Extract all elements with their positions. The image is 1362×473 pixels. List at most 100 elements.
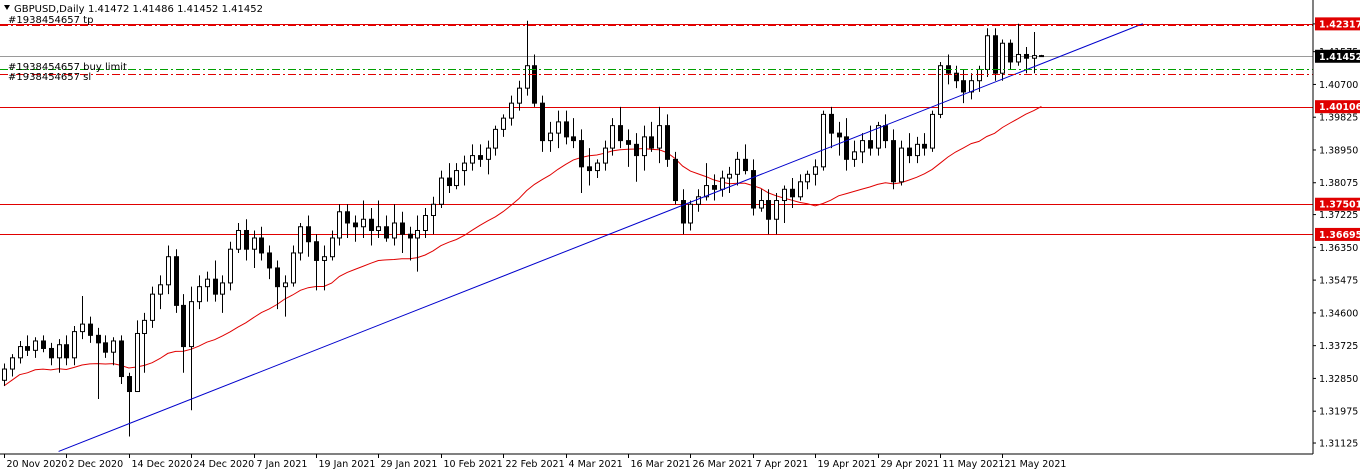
candle xyxy=(267,245,272,280)
candle-body-down xyxy=(649,136,654,149)
candle-body-down xyxy=(883,125,888,142)
candle xyxy=(961,69,966,104)
candle-body-down xyxy=(213,278,218,295)
candle-body-up xyxy=(111,340,116,353)
candle-body-up xyxy=(376,226,381,231)
candle xyxy=(930,110,935,152)
candle xyxy=(642,125,647,171)
candle xyxy=(103,335,108,358)
candle-body-up xyxy=(80,323,85,333)
candle-body-down xyxy=(306,226,311,243)
candle xyxy=(673,151,678,205)
candle xyxy=(2,363,7,386)
y-tick-label: 1.31125 xyxy=(1319,439,1358,450)
candle xyxy=(782,185,787,224)
candle-body-down xyxy=(103,342,108,353)
candle xyxy=(852,140,857,167)
y-tick-label: 1.35475 xyxy=(1319,276,1358,287)
candle-body-up xyxy=(805,173,810,183)
candle-body-up xyxy=(150,293,155,321)
candle xyxy=(244,219,249,261)
y-tick-label: 1.37225 xyxy=(1319,210,1358,221)
candle xyxy=(213,260,218,302)
candle-body-down xyxy=(88,323,93,336)
level-tag-1-label: 1.40106 xyxy=(1319,102,1362,113)
candle-body-up xyxy=(291,252,296,284)
candle xyxy=(174,249,179,313)
candle-body-down xyxy=(532,65,537,104)
candle xyxy=(501,114,506,137)
x-tick-label: 10 Feb 2021 xyxy=(444,459,503,470)
candle xyxy=(915,136,920,164)
y-tick-label: 1.38075 xyxy=(1319,178,1358,189)
candle xyxy=(275,260,280,310)
candle-body-up xyxy=(657,125,662,149)
candle-body-up xyxy=(930,113,935,149)
candle-body-up xyxy=(283,282,288,288)
level-lines xyxy=(0,24,1313,235)
candle xyxy=(813,159,818,186)
candle xyxy=(454,163,459,190)
candle xyxy=(470,144,475,171)
candle xyxy=(252,230,257,268)
x-tick-label: 26 Mar 2021 xyxy=(693,459,753,470)
ohlc-label: 1.41472 1.41486 1.41452 1.41452 xyxy=(88,4,263,15)
candle-body-down xyxy=(540,102,545,142)
candle xyxy=(439,170,444,209)
candle xyxy=(228,241,233,291)
y-tick-label: 1.31975 xyxy=(1319,407,1358,418)
candle xyxy=(361,200,366,238)
level-tag-2-label: 1.37501 xyxy=(1319,200,1362,211)
candle-body-down xyxy=(618,125,623,142)
ascending-trendline xyxy=(58,23,1143,452)
candle xyxy=(322,245,327,291)
candle xyxy=(392,204,397,246)
candle-body-up xyxy=(899,147,904,183)
candle-body-up xyxy=(462,162,467,172)
candle xyxy=(41,335,46,353)
candle-body-up xyxy=(704,185,709,198)
candle xyxy=(189,286,194,411)
candle-body-up xyxy=(470,155,475,164)
candle xyxy=(712,174,717,201)
candle xyxy=(369,208,374,246)
moving-average xyxy=(3,106,1042,387)
candle xyxy=(447,163,452,194)
candle-body-up xyxy=(423,215,428,231)
candle xyxy=(821,110,826,171)
candle-body-down xyxy=(408,233,413,239)
candle-body-down xyxy=(766,200,771,220)
x-tick-label: 29 Jan 2021 xyxy=(381,459,438,470)
candle-body-down xyxy=(673,158,678,202)
y-tick-label: 1.39825 xyxy=(1319,113,1358,124)
candle xyxy=(564,110,569,145)
candles xyxy=(2,20,1044,437)
chart-menu-icon[interactable] xyxy=(4,5,10,10)
candle-body-up xyxy=(915,143,920,157)
candle xyxy=(805,170,810,190)
candle xyxy=(205,271,210,302)
candle-body-down xyxy=(868,140,873,149)
candle xyxy=(759,189,764,212)
candle-body-up xyxy=(454,170,459,187)
candle xyxy=(727,166,732,194)
candle-body-up xyxy=(415,229,420,239)
candle xyxy=(384,215,389,242)
candle xyxy=(376,200,381,238)
candle-body-down xyxy=(244,229,249,250)
candle xyxy=(423,208,428,238)
candle-body-up xyxy=(486,147,491,160)
chart-info: GBPUSD,Daily 1.41472 1.41486 1.41452 1.4… xyxy=(4,4,263,15)
candle xyxy=(57,339,62,373)
candle xyxy=(751,159,756,216)
candle xyxy=(80,296,85,340)
order-label-2: #1938454657 sl xyxy=(8,72,91,83)
candle-body-up xyxy=(166,256,171,286)
candle-body-down xyxy=(174,256,179,306)
candle-body-up xyxy=(501,117,506,130)
candle xyxy=(626,129,631,167)
candle xyxy=(88,316,93,343)
candle xyxy=(837,121,842,156)
candle-body-down xyxy=(743,158,748,172)
